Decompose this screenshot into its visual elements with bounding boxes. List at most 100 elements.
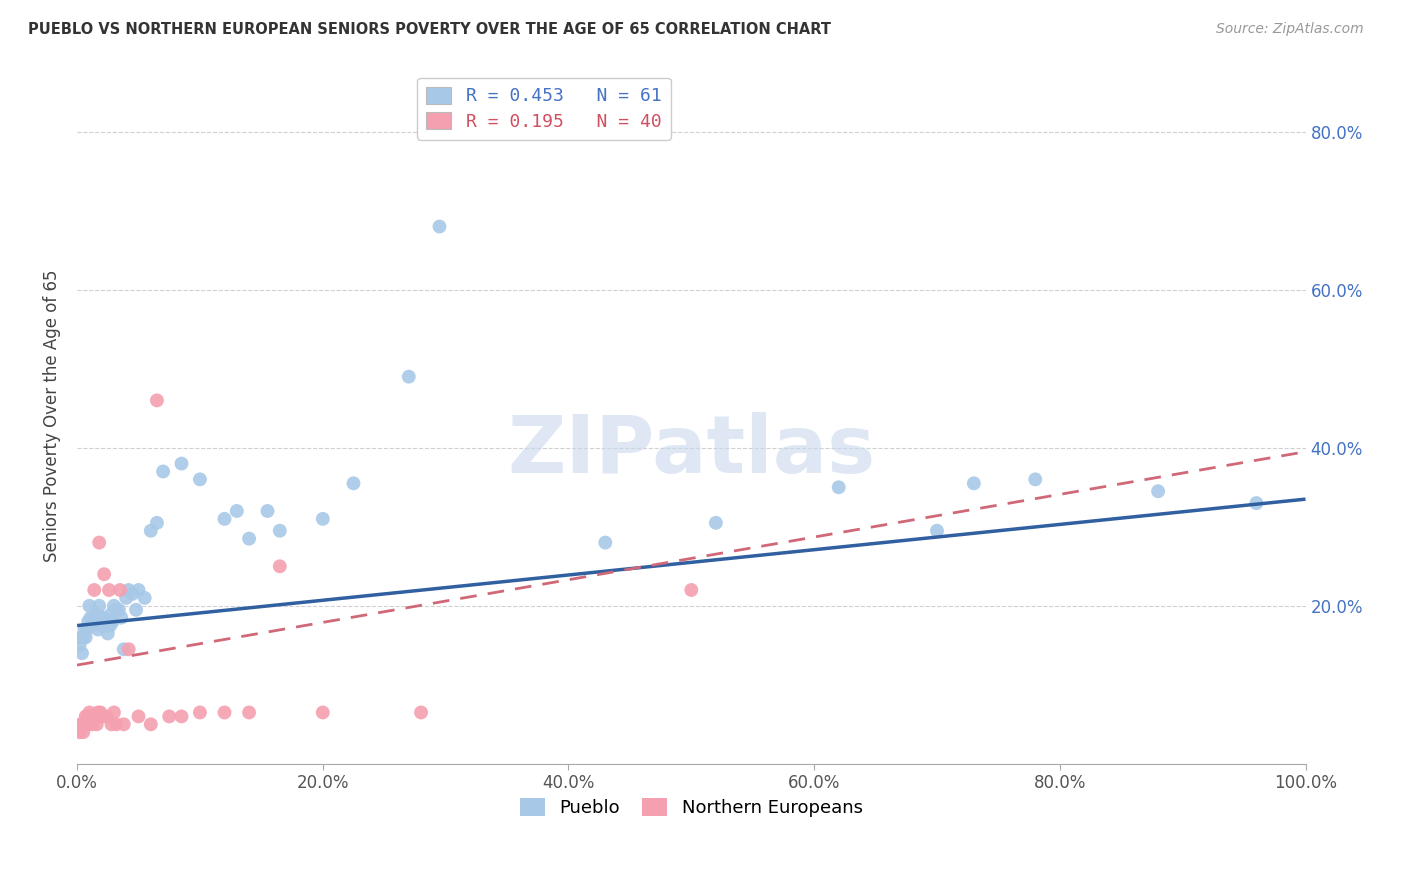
Text: PUEBLO VS NORTHERN EUROPEAN SENIORS POVERTY OVER THE AGE OF 65 CORRELATION CHART: PUEBLO VS NORTHERN EUROPEAN SENIORS POVE…	[28, 22, 831, 37]
Point	[79, 599, 101, 613]
Point	[188, 472, 211, 486]
Point	[238, 532, 260, 546]
Point	[101, 615, 124, 629]
Point	[69, 725, 91, 739]
Point	[83, 615, 105, 629]
Point	[398, 369, 420, 384]
Point	[110, 610, 132, 624]
Point	[96, 618, 118, 632]
Point	[157, 709, 180, 723]
Point	[73, 623, 96, 637]
Point	[70, 646, 93, 660]
Point	[86, 610, 108, 624]
Point	[214, 706, 236, 720]
Point	[75, 709, 97, 723]
Point	[89, 610, 111, 624]
Point	[98, 618, 121, 632]
Point	[83, 582, 105, 597]
Point	[105, 603, 128, 617]
Point	[79, 706, 101, 720]
Point	[429, 219, 451, 234]
Point	[87, 706, 110, 720]
Point	[69, 631, 91, 645]
Point	[1147, 484, 1170, 499]
Point	[214, 512, 236, 526]
Point	[76, 623, 98, 637]
Point	[80, 717, 103, 731]
Point	[105, 717, 128, 731]
Point	[146, 393, 169, 408]
Point	[100, 607, 122, 621]
Point	[128, 582, 150, 597]
Point	[70, 717, 93, 731]
Point	[128, 709, 150, 723]
Point	[1024, 472, 1046, 486]
Point	[82, 709, 104, 723]
Point	[188, 706, 211, 720]
Point	[681, 582, 703, 597]
Point	[342, 476, 364, 491]
Point	[963, 476, 986, 491]
Point	[89, 535, 111, 549]
Point	[146, 516, 169, 530]
Point	[225, 504, 247, 518]
Point	[108, 603, 131, 617]
Point	[93, 567, 115, 582]
Point	[94, 615, 117, 629]
Point	[170, 457, 193, 471]
Point	[84, 709, 107, 723]
Point	[75, 631, 97, 645]
Text: ZIPatlas: ZIPatlas	[508, 412, 876, 490]
Point	[77, 615, 100, 629]
Point	[312, 706, 335, 720]
Point	[69, 717, 91, 731]
Point	[79, 709, 101, 723]
Point	[91, 610, 114, 624]
Point	[170, 709, 193, 723]
Point	[704, 516, 727, 530]
Point	[90, 618, 112, 632]
Point	[595, 535, 617, 549]
Point	[409, 706, 432, 720]
Point	[112, 717, 135, 731]
Point	[82, 615, 104, 629]
Point	[139, 524, 162, 538]
Point	[112, 642, 135, 657]
Point	[118, 642, 141, 657]
Point	[125, 603, 148, 617]
Point	[269, 524, 291, 538]
Y-axis label: Seniors Poverty Over the Age of 65: Seniors Poverty Over the Age of 65	[44, 270, 60, 563]
Point	[238, 706, 260, 720]
Point	[103, 599, 125, 613]
Point	[90, 709, 112, 723]
Point	[93, 618, 115, 632]
Point	[89, 706, 111, 720]
Point	[100, 717, 122, 731]
Point	[77, 709, 100, 723]
Point	[89, 599, 111, 613]
Point	[118, 582, 141, 597]
Point	[87, 623, 110, 637]
Point	[152, 465, 174, 479]
Point	[98, 582, 121, 597]
Point	[1246, 496, 1268, 510]
Point	[121, 587, 143, 601]
Text: Source: ZipAtlas.com: Source: ZipAtlas.com	[1216, 22, 1364, 37]
Point	[98, 615, 121, 629]
Point	[108, 582, 131, 597]
Point	[139, 717, 162, 731]
Point	[80, 618, 103, 632]
Legend: Pueblo, Northern Europeans: Pueblo, Northern Europeans	[513, 791, 870, 824]
Point	[73, 717, 96, 731]
Point	[312, 512, 335, 526]
Point	[96, 709, 118, 723]
Point	[828, 480, 851, 494]
Point	[72, 725, 94, 739]
Point	[925, 524, 948, 538]
Point	[115, 591, 138, 605]
Point	[134, 591, 156, 605]
Point	[72, 631, 94, 645]
Point	[79, 610, 101, 624]
Point	[69, 638, 91, 652]
Point	[256, 504, 278, 518]
